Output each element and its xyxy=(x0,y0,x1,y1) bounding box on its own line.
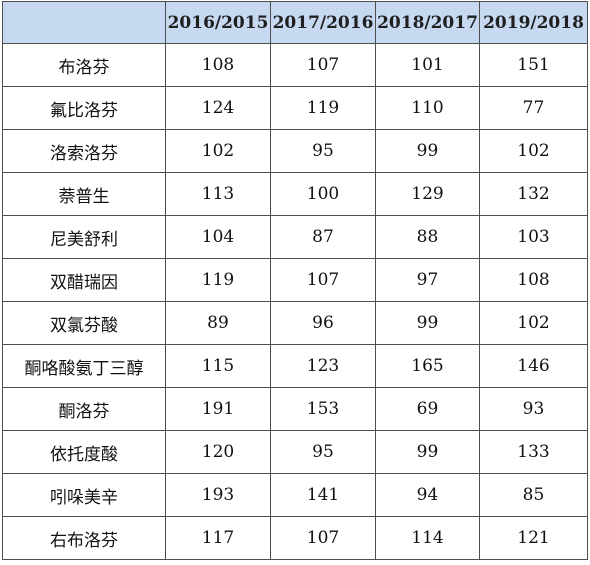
value-cell: 99 xyxy=(375,430,480,474)
drug-name-cell: 吲哚美辛 xyxy=(2,473,166,517)
value-cell: 93 xyxy=(479,387,588,431)
value-cell: 153 xyxy=(270,387,376,431)
value-cell: 107 xyxy=(270,516,376,560)
value-cell: 100 xyxy=(270,172,376,216)
value-cell: 88 xyxy=(375,215,480,259)
value-cell: 113 xyxy=(165,172,271,216)
header-cell-2019-2018: 2019/2018 xyxy=(479,1,588,44)
value-cell: 110 xyxy=(375,86,480,130)
header-cell-2017-2016: 2017/2016 xyxy=(270,1,376,44)
table-row: 双醋瑞因 119 107 97 108 xyxy=(2,258,588,302)
header-cell-name xyxy=(2,1,166,44)
value-cell: 95 xyxy=(270,129,376,173)
header-cell-2016-2015: 2016/2015 xyxy=(165,1,271,44)
value-cell: 95 xyxy=(270,430,376,474)
drug-name-cell: 布洛芬 xyxy=(2,43,166,87)
value-cell: 108 xyxy=(165,43,271,87)
value-cell: 133 xyxy=(479,430,588,474)
table-row: 布洛芬 108 107 101 151 xyxy=(2,43,588,87)
value-cell: 121 xyxy=(479,516,588,560)
value-cell: 99 xyxy=(375,301,480,345)
value-cell: 85 xyxy=(479,473,588,517)
drug-name-cell: 依托度酸 xyxy=(2,430,166,474)
table-row: 酮洛芬 191 153 69 93 xyxy=(2,387,588,431)
value-cell: 102 xyxy=(165,129,271,173)
value-cell: 101 xyxy=(375,43,480,87)
value-cell: 119 xyxy=(165,258,271,302)
value-cell: 77 xyxy=(479,86,588,130)
value-cell: 89 xyxy=(165,301,271,345)
value-cell: 104 xyxy=(165,215,271,259)
drug-name-cell: 双醋瑞因 xyxy=(2,258,166,302)
value-cell: 96 xyxy=(270,301,376,345)
table-row: 右布洛芬 117 107 114 121 xyxy=(2,516,588,560)
value-cell: 108 xyxy=(479,258,588,302)
value-cell: 120 xyxy=(165,430,271,474)
value-cell: 97 xyxy=(375,258,480,302)
value-cell: 103 xyxy=(479,215,588,259)
value-cell: 124 xyxy=(165,86,271,130)
value-cell: 102 xyxy=(479,301,588,345)
header-cell-2018-2017: 2018/2017 xyxy=(375,1,480,44)
value-cell: 99 xyxy=(375,129,480,173)
table-header: 2016/2015 2017/2016 2018/2017 2019/2018 xyxy=(2,1,588,44)
table-row: 萘普生 113 100 129 132 xyxy=(2,172,588,216)
value-cell: 102 xyxy=(479,129,588,173)
value-cell: 141 xyxy=(270,473,376,517)
table-row: 洛索洛芬 102 95 99 102 xyxy=(2,129,588,173)
value-cell: 129 xyxy=(375,172,480,216)
table-row: 氟比洛芬 124 119 110 77 xyxy=(2,86,588,130)
table-row: 吲哚美辛 193 141 94 85 xyxy=(2,473,588,517)
value-cell: 87 xyxy=(270,215,376,259)
drug-name-cell: 萘普生 xyxy=(2,172,166,216)
table-row: 依托度酸 120 95 99 133 xyxy=(2,430,588,474)
value-cell: 119 xyxy=(270,86,376,130)
value-cell: 146 xyxy=(479,344,588,388)
value-cell: 114 xyxy=(375,516,480,560)
drug-name-cell: 氟比洛芬 xyxy=(2,86,166,130)
value-cell: 107 xyxy=(270,258,376,302)
drug-name-cell: 双氯芬酸 xyxy=(2,301,166,345)
value-cell: 132 xyxy=(479,172,588,216)
value-cell: 193 xyxy=(165,473,271,517)
value-cell: 107 xyxy=(270,43,376,87)
drug-name-cell: 尼美舒利 xyxy=(2,215,166,259)
value-cell: 69 xyxy=(375,387,480,431)
value-cell: 115 xyxy=(165,344,271,388)
value-cell: 165 xyxy=(375,344,480,388)
drug-name-cell: 洛索洛芬 xyxy=(2,129,166,173)
header-row: 2016/2015 2017/2016 2018/2017 2019/2018 xyxy=(2,1,588,44)
value-cell: 123 xyxy=(270,344,376,388)
table-row: 双氯芬酸 89 96 99 102 xyxy=(2,301,588,345)
drug-name-cell: 酮咯酸氨丁三醇 xyxy=(2,344,166,388)
value-cell: 191 xyxy=(165,387,271,431)
table-body: 布洛芬 108 107 101 151 氟比洛芬 124 119 110 77 … xyxy=(2,43,588,560)
value-cell: 117 xyxy=(165,516,271,560)
value-cell: 94 xyxy=(375,473,480,517)
value-cell: 151 xyxy=(479,43,588,87)
drug-name-cell: 右布洛芬 xyxy=(2,516,166,560)
table-row: 酮咯酸氨丁三醇 115 123 165 146 xyxy=(2,344,588,388)
table-row: 尼美舒利 104 87 88 103 xyxy=(2,215,588,259)
drug-name-cell: 酮洛芬 xyxy=(2,387,166,431)
